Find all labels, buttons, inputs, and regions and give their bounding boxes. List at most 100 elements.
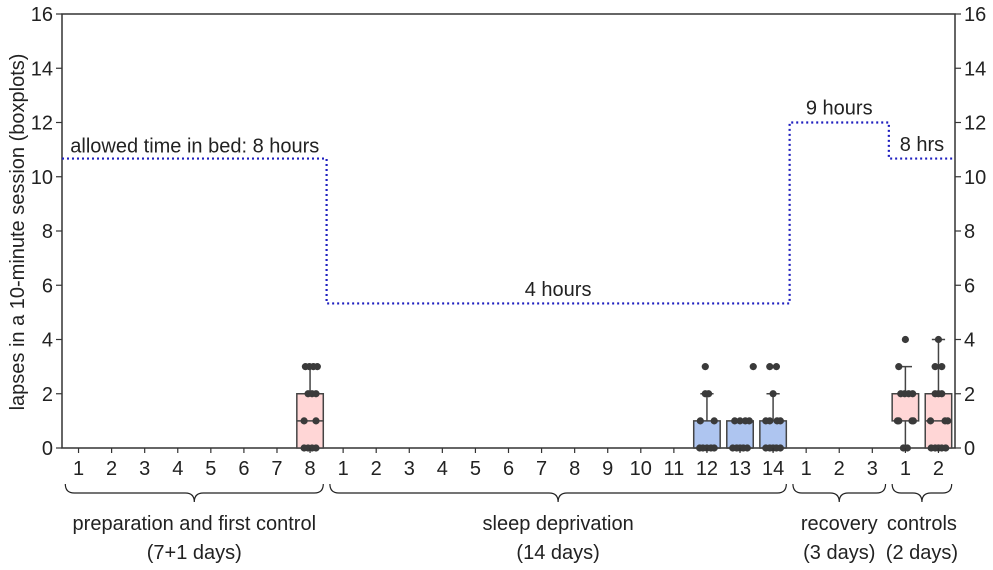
x-tick-label: 1 <box>801 458 812 480</box>
swarm-point <box>942 444 950 452</box>
x-tick-label: 5 <box>205 458 216 480</box>
x-tick-label: 2 <box>106 458 117 480</box>
bed-time-annotation: 8 hrs <box>900 134 944 156</box>
x-tick-label: 2 <box>933 458 944 480</box>
box-body <box>759 420 788 449</box>
swarm-point <box>895 417 903 425</box>
y-tick-right-label: 14 <box>964 58 986 80</box>
swarm-point <box>901 335 909 344</box>
x-tick-label: 2 <box>834 458 845 480</box>
swarm-point <box>710 444 718 452</box>
y-tick-right-label: 8 <box>964 221 975 243</box>
y-tick-left-label: 8 <box>42 221 53 243</box>
swarm-point <box>736 417 744 425</box>
x-tick-label: 10 <box>630 458 652 480</box>
x-tick-label: 1 <box>900 458 911 480</box>
swarm-point <box>696 417 704 425</box>
swarm-point <box>944 417 952 425</box>
x-tick-label: 3 <box>867 458 878 480</box>
group-label: sleep deprivation <box>483 513 634 535</box>
swarm-point <box>769 390 777 398</box>
x-tick-label: 5 <box>470 458 481 480</box>
swarm-point <box>710 417 718 425</box>
group-brace <box>792 483 887 503</box>
x-tick-label: 1 <box>73 458 84 480</box>
plot-frame <box>61 13 956 449</box>
swarm-point <box>934 335 943 344</box>
y-tick-right-label: 12 <box>964 113 986 135</box>
swarm-point <box>931 363 939 371</box>
y-tick-right-label: 16 <box>964 4 986 26</box>
box-body <box>726 420 754 449</box>
y-tick-left-label: 2 <box>42 384 53 406</box>
x-tick-label: 3 <box>139 458 150 480</box>
box-body <box>891 393 920 422</box>
group-brace <box>64 483 324 503</box>
swarm-point <box>745 417 753 425</box>
group-label: recovery <box>801 513 878 535</box>
x-tick-label: 9 <box>602 458 613 480</box>
swarm-point <box>909 417 917 425</box>
group-sublabel: (14 days) <box>516 542 599 564</box>
y-tick-left-label: 6 <box>42 275 53 297</box>
bed-time-annotation: 9 hours <box>806 97 873 119</box>
group-sublabel: (3 days) <box>803 542 875 564</box>
swarm-point <box>938 390 946 398</box>
x-tick-label: 4 <box>172 458 183 480</box>
x-tick-label: 13 <box>729 458 751 480</box>
swarm-point <box>926 417 935 425</box>
swarm-point <box>895 363 903 371</box>
swarm-point <box>749 363 757 371</box>
group-sublabel: (2 days) <box>886 542 958 564</box>
y-tick-right-label: 0 <box>964 438 975 460</box>
group-label: controls <box>887 513 957 535</box>
x-tick-label: 2 <box>371 458 382 480</box>
x-tick-label: 7 <box>271 458 282 480</box>
x-tick-label: 11 <box>663 458 684 480</box>
x-tick-label: 6 <box>503 458 514 480</box>
swarm-point <box>704 390 713 398</box>
x-tick-label: 8 <box>569 458 580 480</box>
swarm-point <box>766 417 774 425</box>
group-brace <box>329 483 787 503</box>
swarm-point <box>776 417 784 425</box>
swarm-point <box>776 444 784 452</box>
swarm-point <box>772 363 781 371</box>
swarm-point <box>313 363 321 371</box>
y-tick-right-label: 2 <box>964 384 975 406</box>
swarm-point <box>731 417 739 425</box>
x-tick-label: 14 <box>762 458 784 480</box>
swarm-point <box>312 444 320 452</box>
x-tick-label: 4 <box>437 458 448 480</box>
y-tick-right-label: 10 <box>964 167 986 189</box>
y-axis-label: lapses in a 10-minute session (boxplots) <box>7 54 29 411</box>
y-tick-left-label: 16 <box>31 4 53 26</box>
bed-time-annotation: allowed time in bed: 8 hours <box>70 135 319 157</box>
y-tick-left-label: 14 <box>31 58 53 80</box>
bed-time-annotation: 4 hours <box>525 279 592 301</box>
y-tick-right-label: 4 <box>964 330 975 352</box>
x-tick-label: 12 <box>696 458 718 480</box>
box-body <box>692 420 721 449</box>
x-tick-label: 7 <box>536 458 547 480</box>
x-tick-label: 3 <box>404 458 415 480</box>
swarm-point <box>312 417 320 425</box>
y-tick-left-label: 10 <box>31 167 53 189</box>
swarm-point <box>743 444 751 452</box>
swarm-point <box>938 363 946 371</box>
swarm-point <box>909 390 917 398</box>
swarm-point <box>312 390 320 398</box>
group-brace <box>891 483 953 503</box>
swarm-point <box>766 363 774 371</box>
group-sublabel: (7+1 days) <box>147 542 242 564</box>
swarm-point <box>701 363 709 371</box>
swarm-point <box>300 417 308 425</box>
x-tick-label: 8 <box>304 458 315 480</box>
x-tick-label: 1 <box>338 458 349 480</box>
y-tick-left-label: 12 <box>31 113 53 135</box>
y-tick-left-label: 4 <box>42 330 53 352</box>
group-label: preparation and first control <box>73 513 316 535</box>
y-tick-right-label: 6 <box>964 275 975 297</box>
x-tick-label: 6 <box>238 458 249 480</box>
